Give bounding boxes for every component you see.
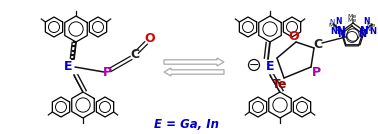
Text: O: O: [145, 31, 155, 44]
Text: C: C: [313, 38, 322, 51]
Text: E: E: [266, 59, 274, 72]
Text: Te: Te: [272, 79, 288, 92]
Text: N: N: [366, 26, 371, 32]
Text: O: O: [289, 31, 299, 44]
Text: N: N: [364, 16, 370, 25]
Text: Me: Me: [347, 14, 356, 20]
Text: E = Ga, In: E = Ga, In: [153, 118, 218, 131]
Text: −: −: [249, 59, 259, 72]
Polygon shape: [164, 58, 224, 66]
Polygon shape: [164, 68, 224, 76]
Text: Me: Me: [367, 23, 376, 28]
Text: E: E: [64, 59, 72, 72]
Text: N: N: [330, 27, 337, 36]
Text: N: N: [336, 16, 342, 25]
Text: N: N: [338, 29, 345, 39]
Text: Me: Me: [328, 23, 337, 28]
Text: N: N: [333, 26, 338, 32]
Text: P: P: [311, 66, 321, 79]
Text: N: N: [360, 26, 369, 36]
Text: N: N: [337, 26, 346, 36]
Text: N: N: [329, 19, 334, 25]
Text: C: C: [130, 49, 139, 62]
Text: N: N: [358, 29, 367, 39]
Text: P: P: [102, 66, 112, 79]
Text: N: N: [369, 27, 376, 36]
Text: Me: Me: [347, 18, 356, 23]
